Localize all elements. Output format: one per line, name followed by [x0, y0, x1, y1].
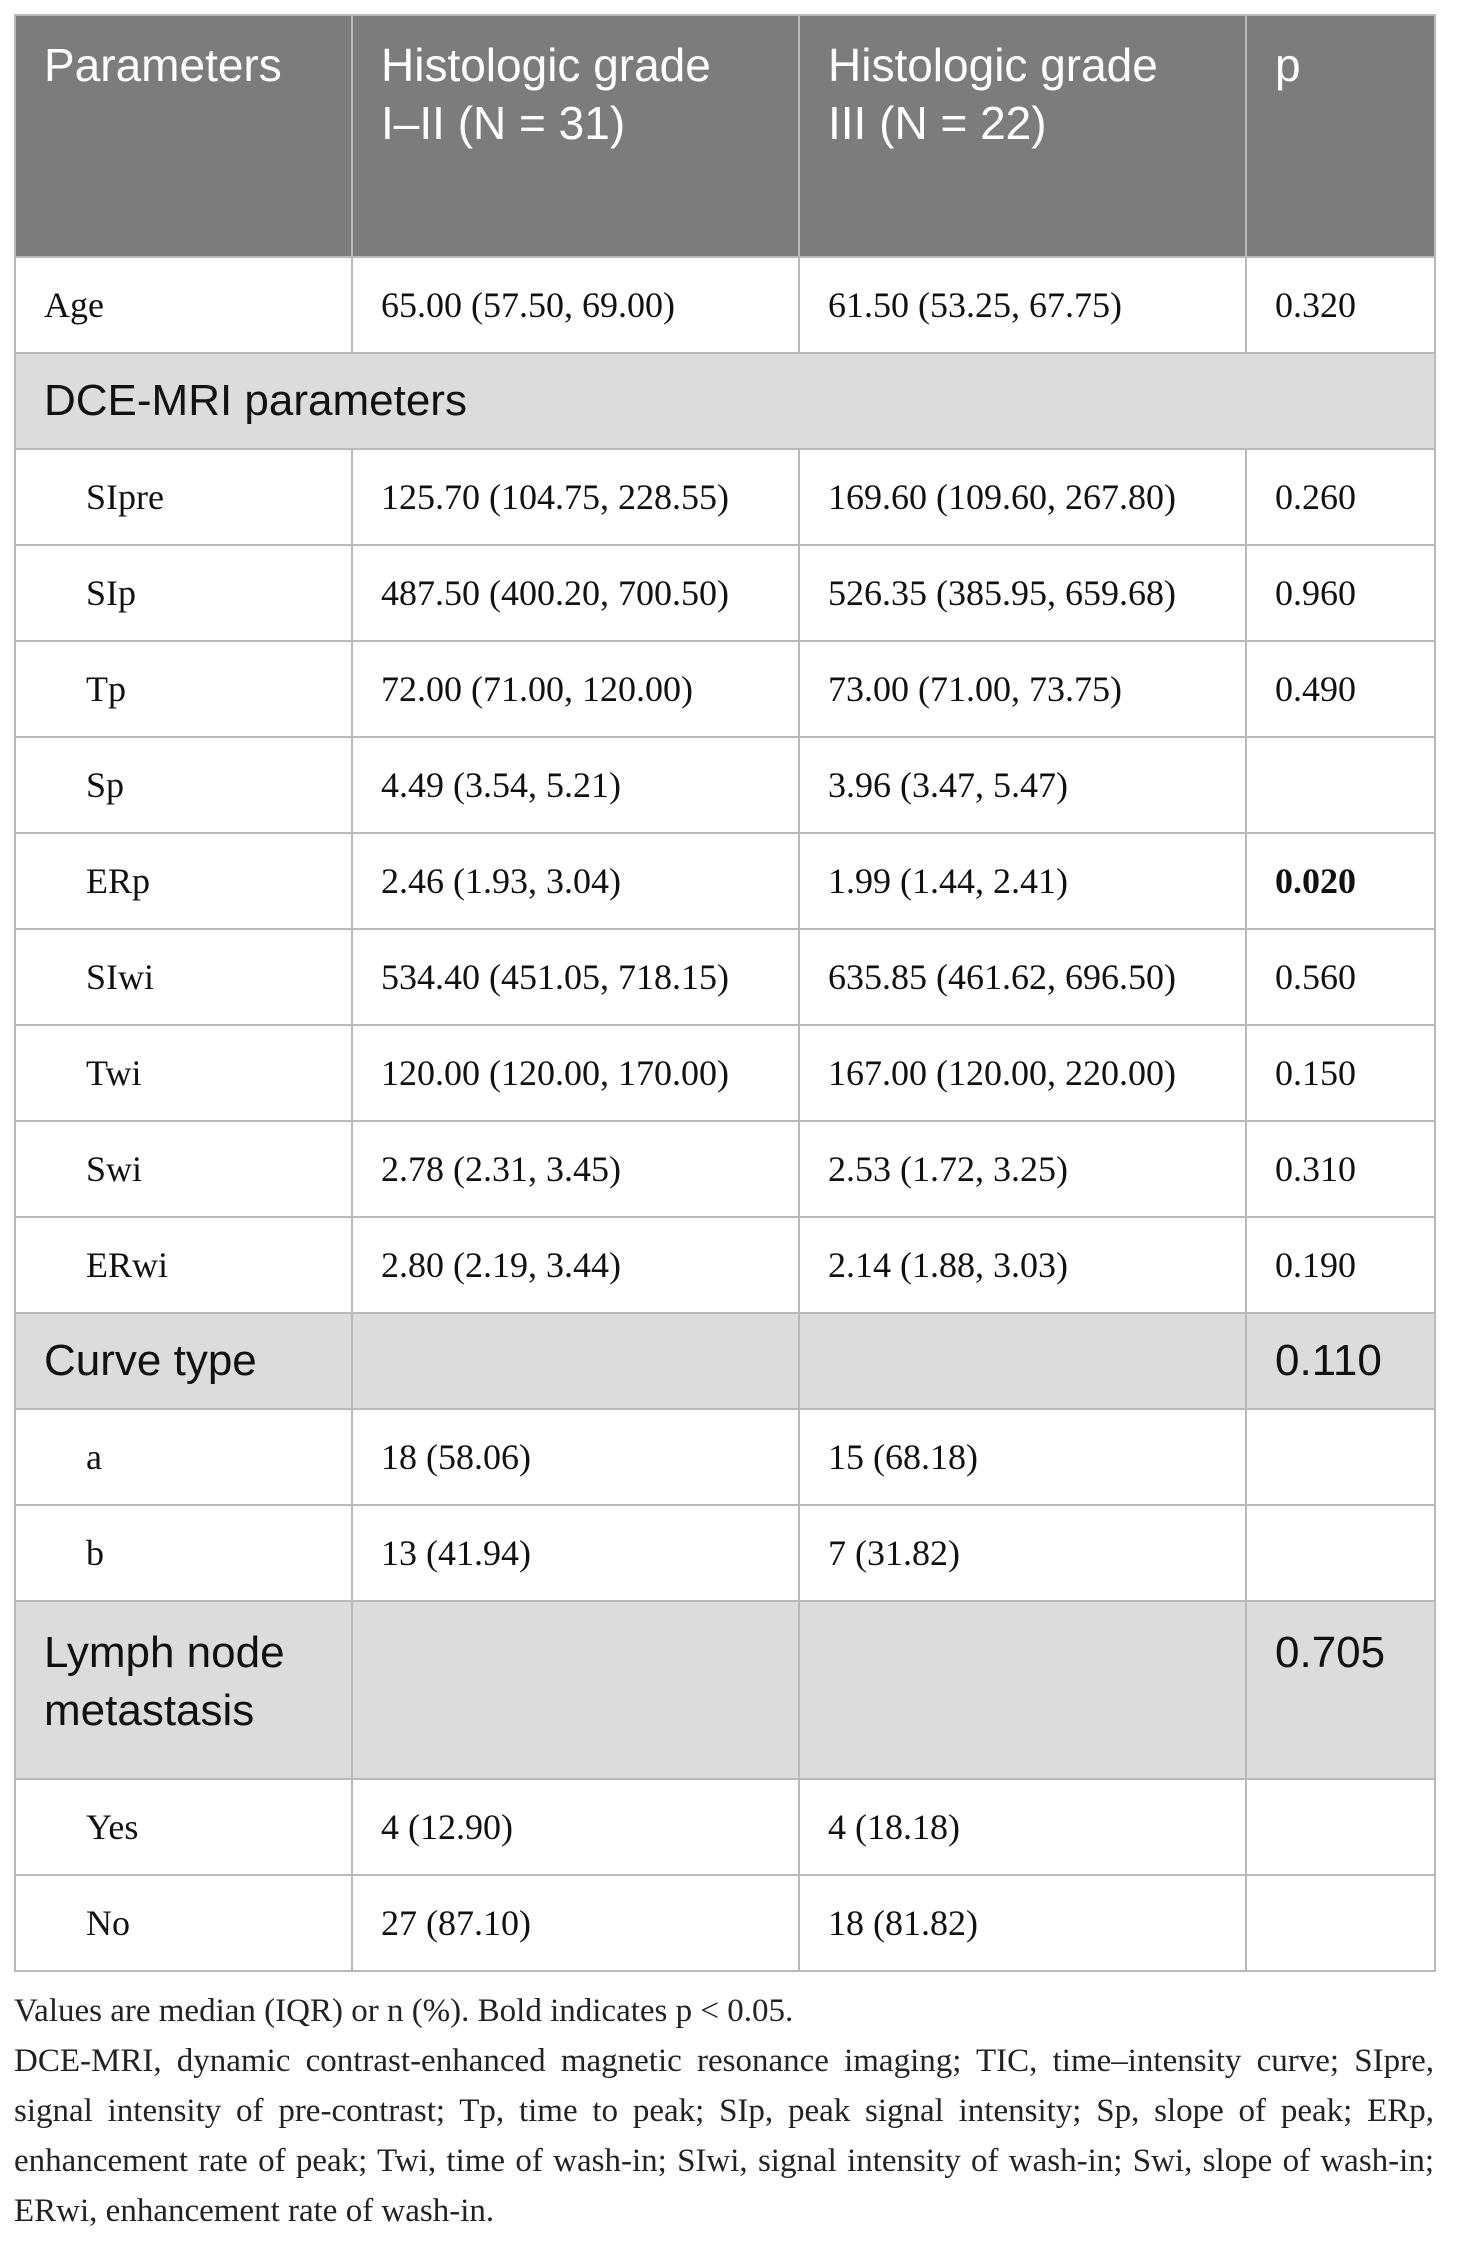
header-grade-1-2: Histologic grade I–II (N = 31) — [351, 14, 800, 258]
cell-grade-3: 169.60 (109.60, 267.80) — [798, 448, 1247, 546]
row-label: Twi — [14, 1024, 353, 1122]
cell-grade-1-2: 2.80 (2.19, 3.44) — [351, 1216, 800, 1314]
table-row: SIp 487.50 (400.20, 700.50) 526.35 (385.… — [14, 544, 1436, 642]
cell-grade-1-2: 4.49 (3.54, 5.21) — [351, 736, 800, 834]
row-label: a — [14, 1408, 353, 1506]
row-label: b — [14, 1504, 353, 1602]
cell-grade-1-2: 72.00 (71.00, 120.00) — [351, 640, 800, 738]
cell-p-significant: 0.020 — [1245, 832, 1436, 930]
row-label: ERp — [14, 832, 353, 930]
section-p: 0.110 — [1245, 1312, 1436, 1410]
header-p: p — [1245, 14, 1436, 258]
cell-grade-1-2: 2.46 (1.93, 3.04) — [351, 832, 800, 930]
section-row: Lymph node metastasis 0.705 — [14, 1600, 1436, 1780]
cell-grade-3: 635.85 (461.62, 696.50) — [798, 928, 1247, 1026]
header-parameters: Parameters — [14, 14, 353, 258]
section-p: 0.705 — [1245, 1600, 1436, 1780]
table-row: No 27 (87.10) 18 (81.82) — [14, 1874, 1436, 1972]
cell-grade-3: 526.35 (385.95, 659.68) — [798, 544, 1247, 642]
footnote-values: Values are median (IQR) or n (%). Bold i… — [14, 1993, 794, 2029]
table-row: a 18 (58.06) 15 (68.18) — [14, 1408, 1436, 1506]
cell-p: 0.320 — [1245, 256, 1436, 354]
cell-grade-3: 73.00 (71.00, 73.75) — [798, 640, 1247, 738]
cell-grade-3: 18 (81.82) — [798, 1874, 1247, 1972]
cell-grade-1-2 — [351, 1600, 800, 1780]
cell-grade-3: 2.14 (1.88, 3.03) — [798, 1216, 1247, 1314]
row-label: Swi — [14, 1120, 353, 1218]
cell-p: 0.310 — [1245, 1120, 1436, 1218]
row-label: Sp — [14, 736, 353, 834]
section-label: DCE-MRI parameters — [14, 352, 1436, 450]
table-row: Sp 4.49 (3.54, 5.21) 3.96 (3.47, 5.47) — [14, 736, 1436, 834]
section-label: Lymph node metastasis — [14, 1600, 353, 1780]
cell-grade-1-2: 487.50 (400.20, 700.50) — [351, 544, 800, 642]
cell-grade-3: 167.00 (120.00, 220.00) — [798, 1024, 1247, 1122]
cell-p: 0.190 — [1245, 1216, 1436, 1314]
row-label: ERwi — [14, 1216, 353, 1314]
document: Parameters Histologic grade I–II (N = 31… — [14, 14, 1436, 2236]
cell-grade-1-2: 4 (12.90) — [351, 1778, 800, 1876]
row-label: SIpre — [14, 448, 353, 546]
cell-grade-3: 3.96 (3.47, 5.47) — [798, 736, 1247, 834]
table-row: Age 65.00 (57.50, 69.00) 61.50 (53.25, 6… — [14, 256, 1436, 354]
cell-grade-1-2: 13 (41.94) — [351, 1504, 800, 1602]
cell-grade-3: 1.99 (1.44, 2.41) — [798, 832, 1247, 930]
cell-p: 0.490 — [1245, 640, 1436, 738]
table-row: ERwi 2.80 (2.19, 3.44) 2.14 (1.88, 3.03)… — [14, 1216, 1436, 1314]
cell-p — [1245, 1408, 1436, 1506]
table-row: Tp 72.00 (71.00, 120.00) 73.00 (71.00, 7… — [14, 640, 1436, 738]
cell-grade-1-2: 65.00 (57.50, 69.00) — [351, 256, 800, 354]
row-label: SIwi — [14, 928, 353, 1026]
cell-p — [1245, 736, 1436, 834]
cell-p — [1245, 1504, 1436, 1602]
row-label: No — [14, 1874, 353, 1972]
cell-grade-1-2: 534.40 (451.05, 718.15) — [351, 928, 800, 1026]
header-grade-3: Histologic grade III (N = 22) — [798, 14, 1247, 258]
cell-grade-3: 2.53 (1.72, 3.25) — [798, 1120, 1247, 1218]
cell-p: 0.560 — [1245, 928, 1436, 1026]
cell-grade-3: 7 (31.82) — [798, 1504, 1247, 1602]
table-row: Yes 4 (12.90) 4 (18.18) — [14, 1778, 1436, 1876]
cell-p — [1245, 1778, 1436, 1876]
cell-p: 0.150 — [1245, 1024, 1436, 1122]
table-row: Twi 120.00 (120.00, 170.00) 167.00 (120.… — [14, 1024, 1436, 1122]
footnote-abbreviations: DCE-MRI, dynamic contrast-enhanced magne… — [14, 2043, 1434, 2229]
cell-grade-3 — [798, 1600, 1247, 1780]
table-row: SIwi 534.40 (451.05, 718.15) 635.85 (461… — [14, 928, 1436, 1026]
section-row: Curve type 0.110 — [14, 1312, 1436, 1410]
cell-p: 0.260 — [1245, 448, 1436, 546]
row-label: SIp — [14, 544, 353, 642]
section-label: Curve type — [14, 1312, 353, 1410]
cell-grade-1-2: 120.00 (120.00, 170.00) — [351, 1024, 800, 1122]
table-row: ERp 2.46 (1.93, 3.04) 1.99 (1.44, 2.41) … — [14, 832, 1436, 930]
cell-grade-1-2: 27 (87.10) — [351, 1874, 800, 1972]
cell-grade-3 — [798, 1312, 1247, 1410]
cell-grade-1-2: 18 (58.06) — [351, 1408, 800, 1506]
table-row: SIpre 125.70 (104.75, 228.55) 169.60 (10… — [14, 448, 1436, 546]
header-row: Parameters Histologic grade I–II (N = 31… — [14, 14, 1436, 258]
row-label: Age — [14, 256, 353, 354]
cell-grade-1-2 — [351, 1312, 800, 1410]
cell-grade-1-2: 125.70 (104.75, 228.55) — [351, 448, 800, 546]
cell-grade-3: 61.50 (53.25, 67.75) — [798, 256, 1247, 354]
row-label: Yes — [14, 1778, 353, 1876]
cell-p — [1245, 1874, 1436, 1972]
results-table: Parameters Histologic grade I–II (N = 31… — [14, 14, 1436, 1972]
row-label: Tp — [14, 640, 353, 738]
cell-grade-3: 4 (18.18) — [798, 1778, 1247, 1876]
table-row: Swi 2.78 (2.31, 3.45) 2.53 (1.72, 3.25) … — [14, 1120, 1436, 1218]
table-row: b 13 (41.94) 7 (31.82) — [14, 1504, 1436, 1602]
cell-grade-1-2: 2.78 (2.31, 3.45) — [351, 1120, 800, 1218]
cell-grade-3: 15 (68.18) — [798, 1408, 1247, 1506]
cell-p: 0.960 — [1245, 544, 1436, 642]
section-row: DCE-MRI parameters — [14, 352, 1436, 450]
